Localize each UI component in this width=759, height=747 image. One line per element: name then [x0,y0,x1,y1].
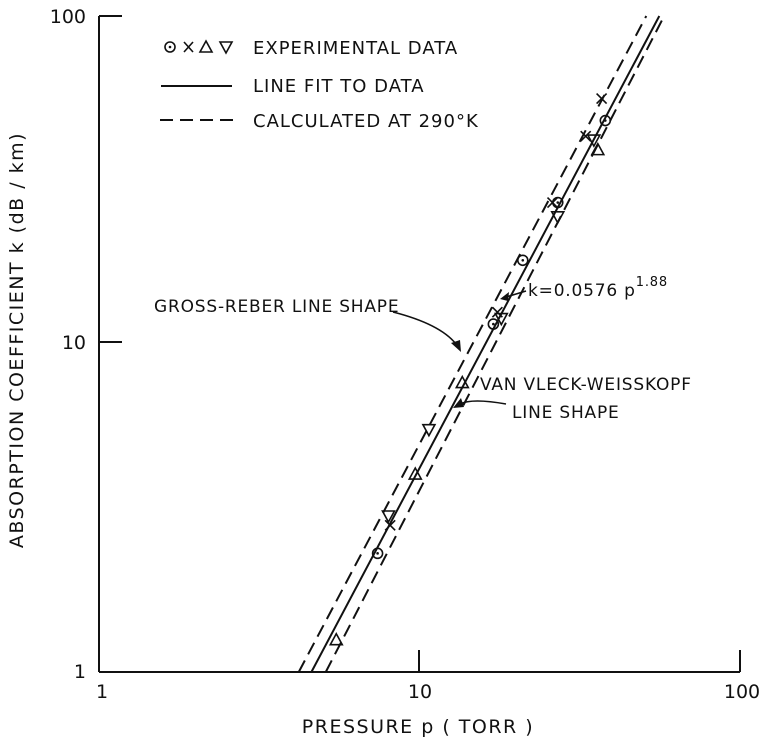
y-tick-label-1: 1 [74,661,86,683]
formula-arrowhead [500,292,509,301]
vvw-arrow [459,400,507,405]
gross-reber-arrow [392,311,457,345]
gross-reber-arrowhead [451,340,461,352]
x-tick-label-10: 10 [408,681,432,703]
y-axis-title: ABSORPTION COEFFICIENT k (dB / km) [6,132,28,548]
legend-x-marker [183,41,194,53]
formula-label: k=0.0576 p1.88 [528,275,668,301]
line-0-solid [310,15,661,673]
data-point-triangle-up-1 [407,466,423,480]
x-tick-label-1: 1 [96,681,108,703]
legend-circle-marker [164,41,176,53]
data-point-triangle-down-2 [493,312,509,327]
data-point-triangle-down-0 [381,510,396,524]
data-point-triangle-down-4 [586,134,602,148]
line-1-dashed [297,15,648,673]
formula-arrow [505,290,527,298]
y-tick-label-10: 10 [62,332,86,354]
data-point-triangle-up-2 [454,374,470,389]
legend-triangle-up-marker [198,39,214,53]
markers-layer [328,93,612,646]
data-point-triangle-up-3 [590,141,606,156]
vvw-arrowhead [453,398,464,408]
legend-label-experimental: EXPERIMENTAL DATA [253,38,458,59]
y-tick-label-100: 100 [50,6,86,28]
data-point-circle-dot-2 [516,254,529,267]
x-tick-label-100: 100 [724,681,759,703]
legend-label-calculated: CALCULATED AT 290°K [253,111,479,132]
data-point-triangle-up-0 [328,632,344,646]
legend-triangle-down-marker [218,41,234,55]
data-point-circle-dot-4 [599,114,612,127]
data-point-x-4 [596,93,608,105]
vvw-label-line-1: VAN VLECK-WEISSKOPF [480,375,692,395]
data-point-x-2 [546,196,559,209]
lines-layer [297,15,666,673]
annotations: k=0.0576 p1.88 GROSS-REBER LINE SHAPE VA… [154,275,692,423]
data-point-triangle-down-3 [550,211,566,225]
data-point-circle-dot-0 [371,547,384,560]
data-point-x-3 [580,130,592,142]
data-point-circle-dot-1 [487,318,500,330]
x-axis-title: PRESSURE p ( TORR ) [302,716,534,738]
legend-marker-symbols [164,39,234,55]
line-2-dashed [324,15,666,673]
tick-marks [99,15,741,672]
data-point-triangle-down-1 [421,423,437,438]
data-point-x-0 [384,519,396,531]
gross-reber-label: GROSS-REBER LINE SHAPE [154,297,399,317]
legend: EXPERIMENTAL DATA LINE FIT TO DATA CALCU… [160,38,479,132]
formula-exponent: 1.88 [636,275,668,290]
data-point-x-1 [491,306,503,318]
formula-base: k=0.0576 p [528,281,636,301]
vvw-label-line-2: LINE SHAPE [512,403,620,423]
legend-label-line-fit: LINE FIT TO DATA [253,76,425,97]
